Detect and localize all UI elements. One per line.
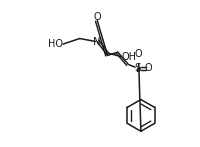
Text: S: S: [134, 63, 141, 73]
Text: O: O: [134, 49, 141, 59]
Text: N: N: [93, 37, 101, 47]
Text: OH: OH: [121, 52, 136, 62]
Text: O: O: [93, 12, 101, 22]
Text: HO: HO: [48, 39, 63, 49]
Text: O: O: [143, 63, 151, 73]
